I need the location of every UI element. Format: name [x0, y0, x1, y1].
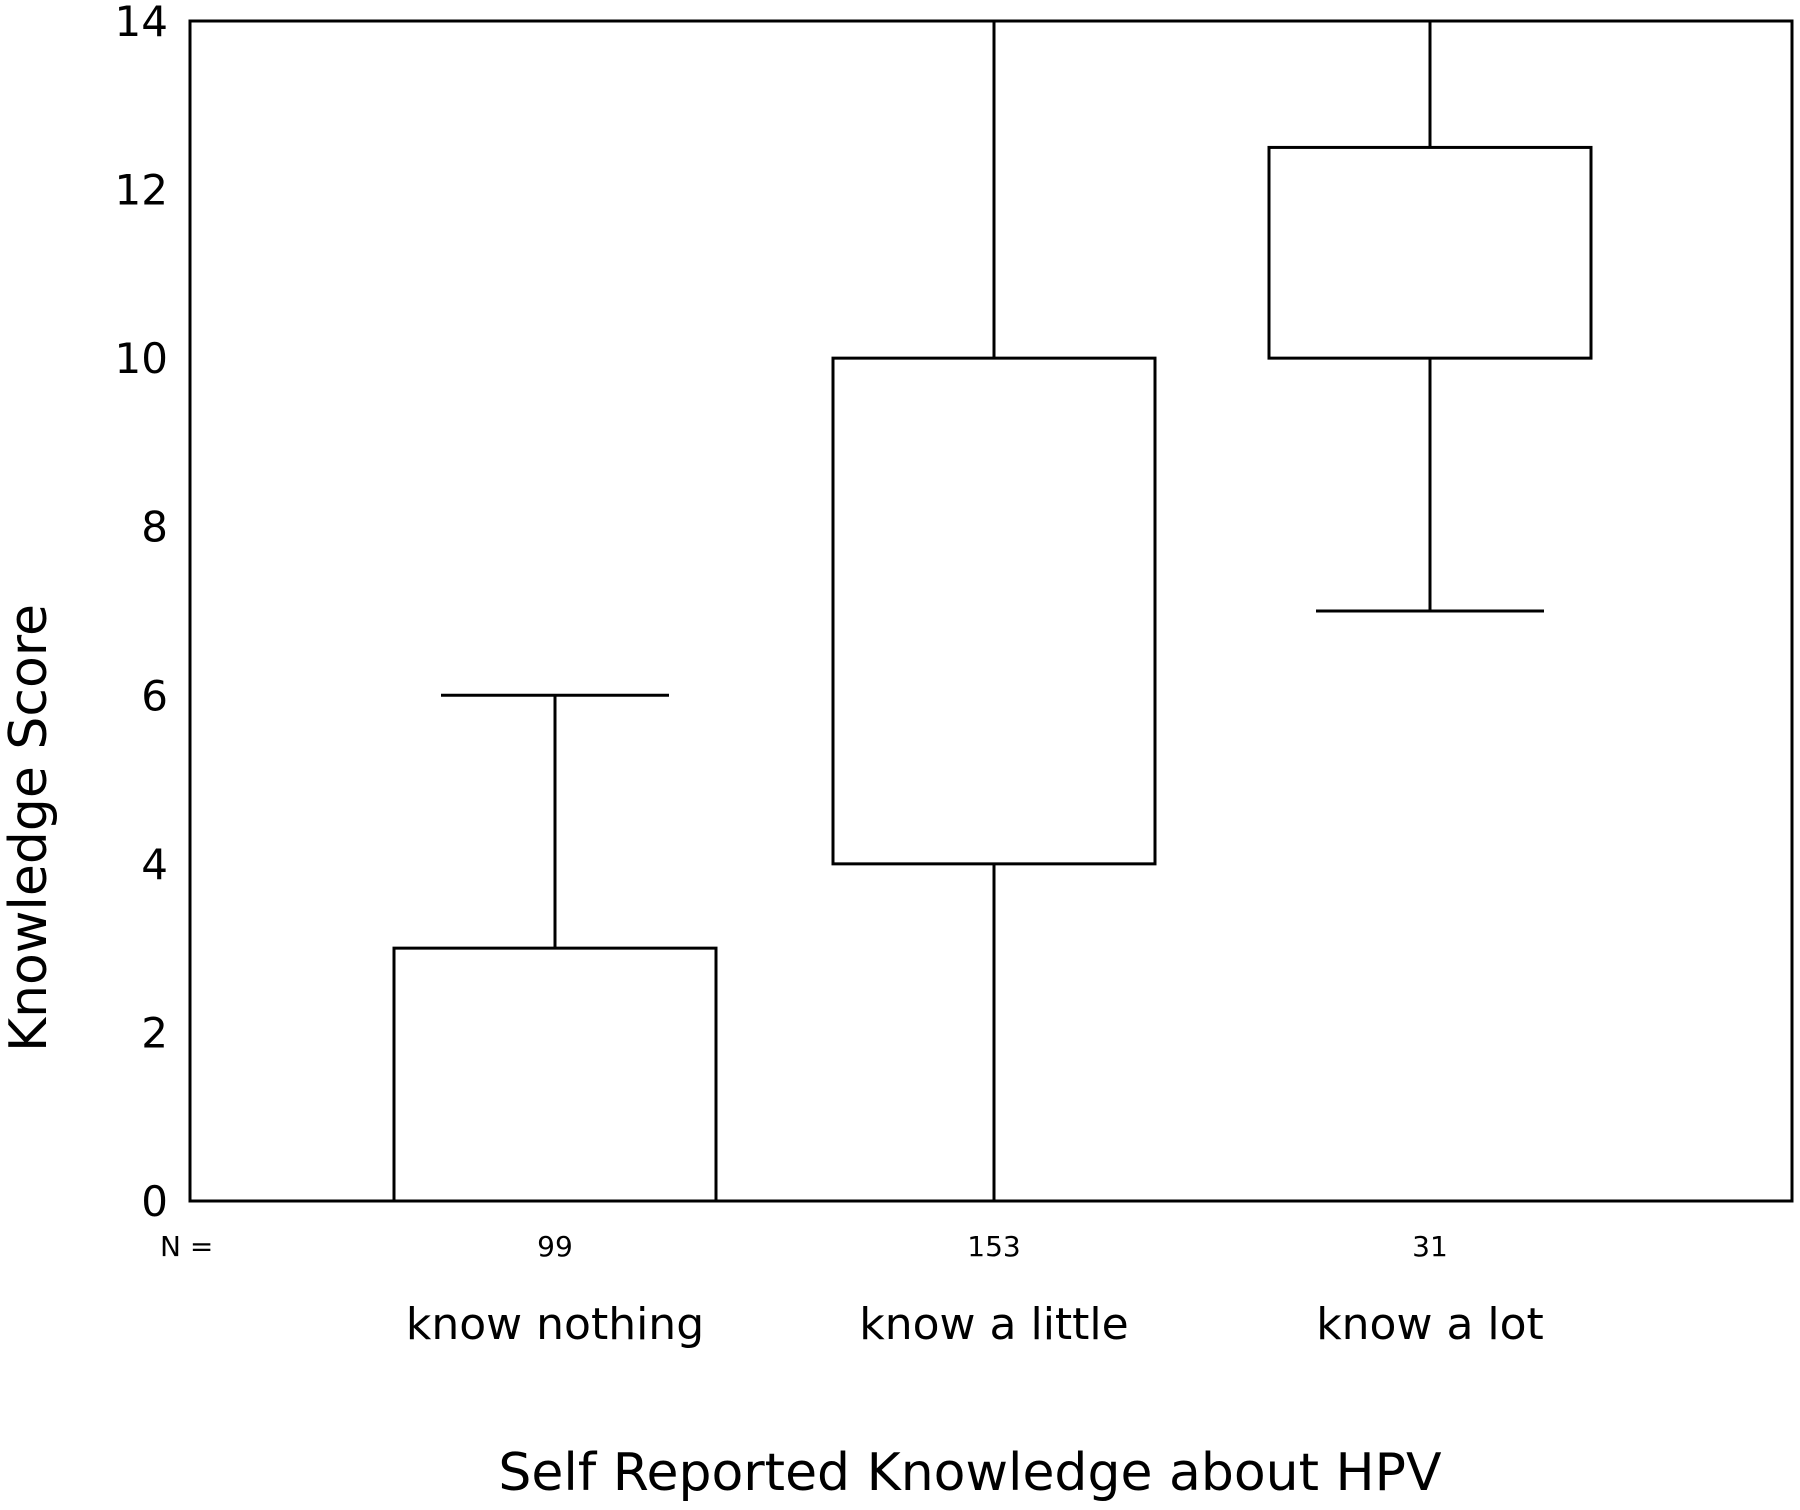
y-tick-label-12: 12 [115, 166, 168, 215]
n-value-label: 31 [1412, 1230, 1448, 1263]
y-tick-labels: 0 2 4 6 8 10 12 14 [115, 0, 168, 1226]
box-2 [831, 356, 1157, 866]
plot-frame [188, 19, 1794, 1203]
y-tick-label-4: 4 [141, 840, 168, 889]
box-1 [392, 946, 718, 1203]
n-labels-group: 99 153 31 [537, 1230, 1448, 1263]
y-tick-label-0: 0 [141, 1177, 168, 1226]
n-value-label: 153 [967, 1230, 1020, 1263]
category-label: know a lot [1316, 1299, 1544, 1350]
y-tick-label-2: 2 [141, 1008, 168, 1057]
x-axis-title: Self Reported Knowledge about HPV [498, 1443, 1442, 1503]
y-tick-label-6: 6 [141, 671, 168, 720]
category-label: know a little [859, 1299, 1128, 1350]
category-labels-group: know nothing know a little know a lot [406, 1299, 1544, 1350]
y-tick-label-8: 8 [141, 503, 168, 552]
boxes-group [392, 21, 1593, 1203]
category-label: know nothing [406, 1299, 704, 1350]
y-tick-label-14: 14 [115, 0, 168, 46]
y-axis-title: Knowledge Score [0, 604, 59, 1052]
box-3 [1267, 145, 1593, 360]
n-prefix-label: N = [160, 1230, 213, 1263]
n-value-label: 99 [537, 1230, 573, 1263]
y-tick-label-10: 10 [115, 334, 168, 383]
